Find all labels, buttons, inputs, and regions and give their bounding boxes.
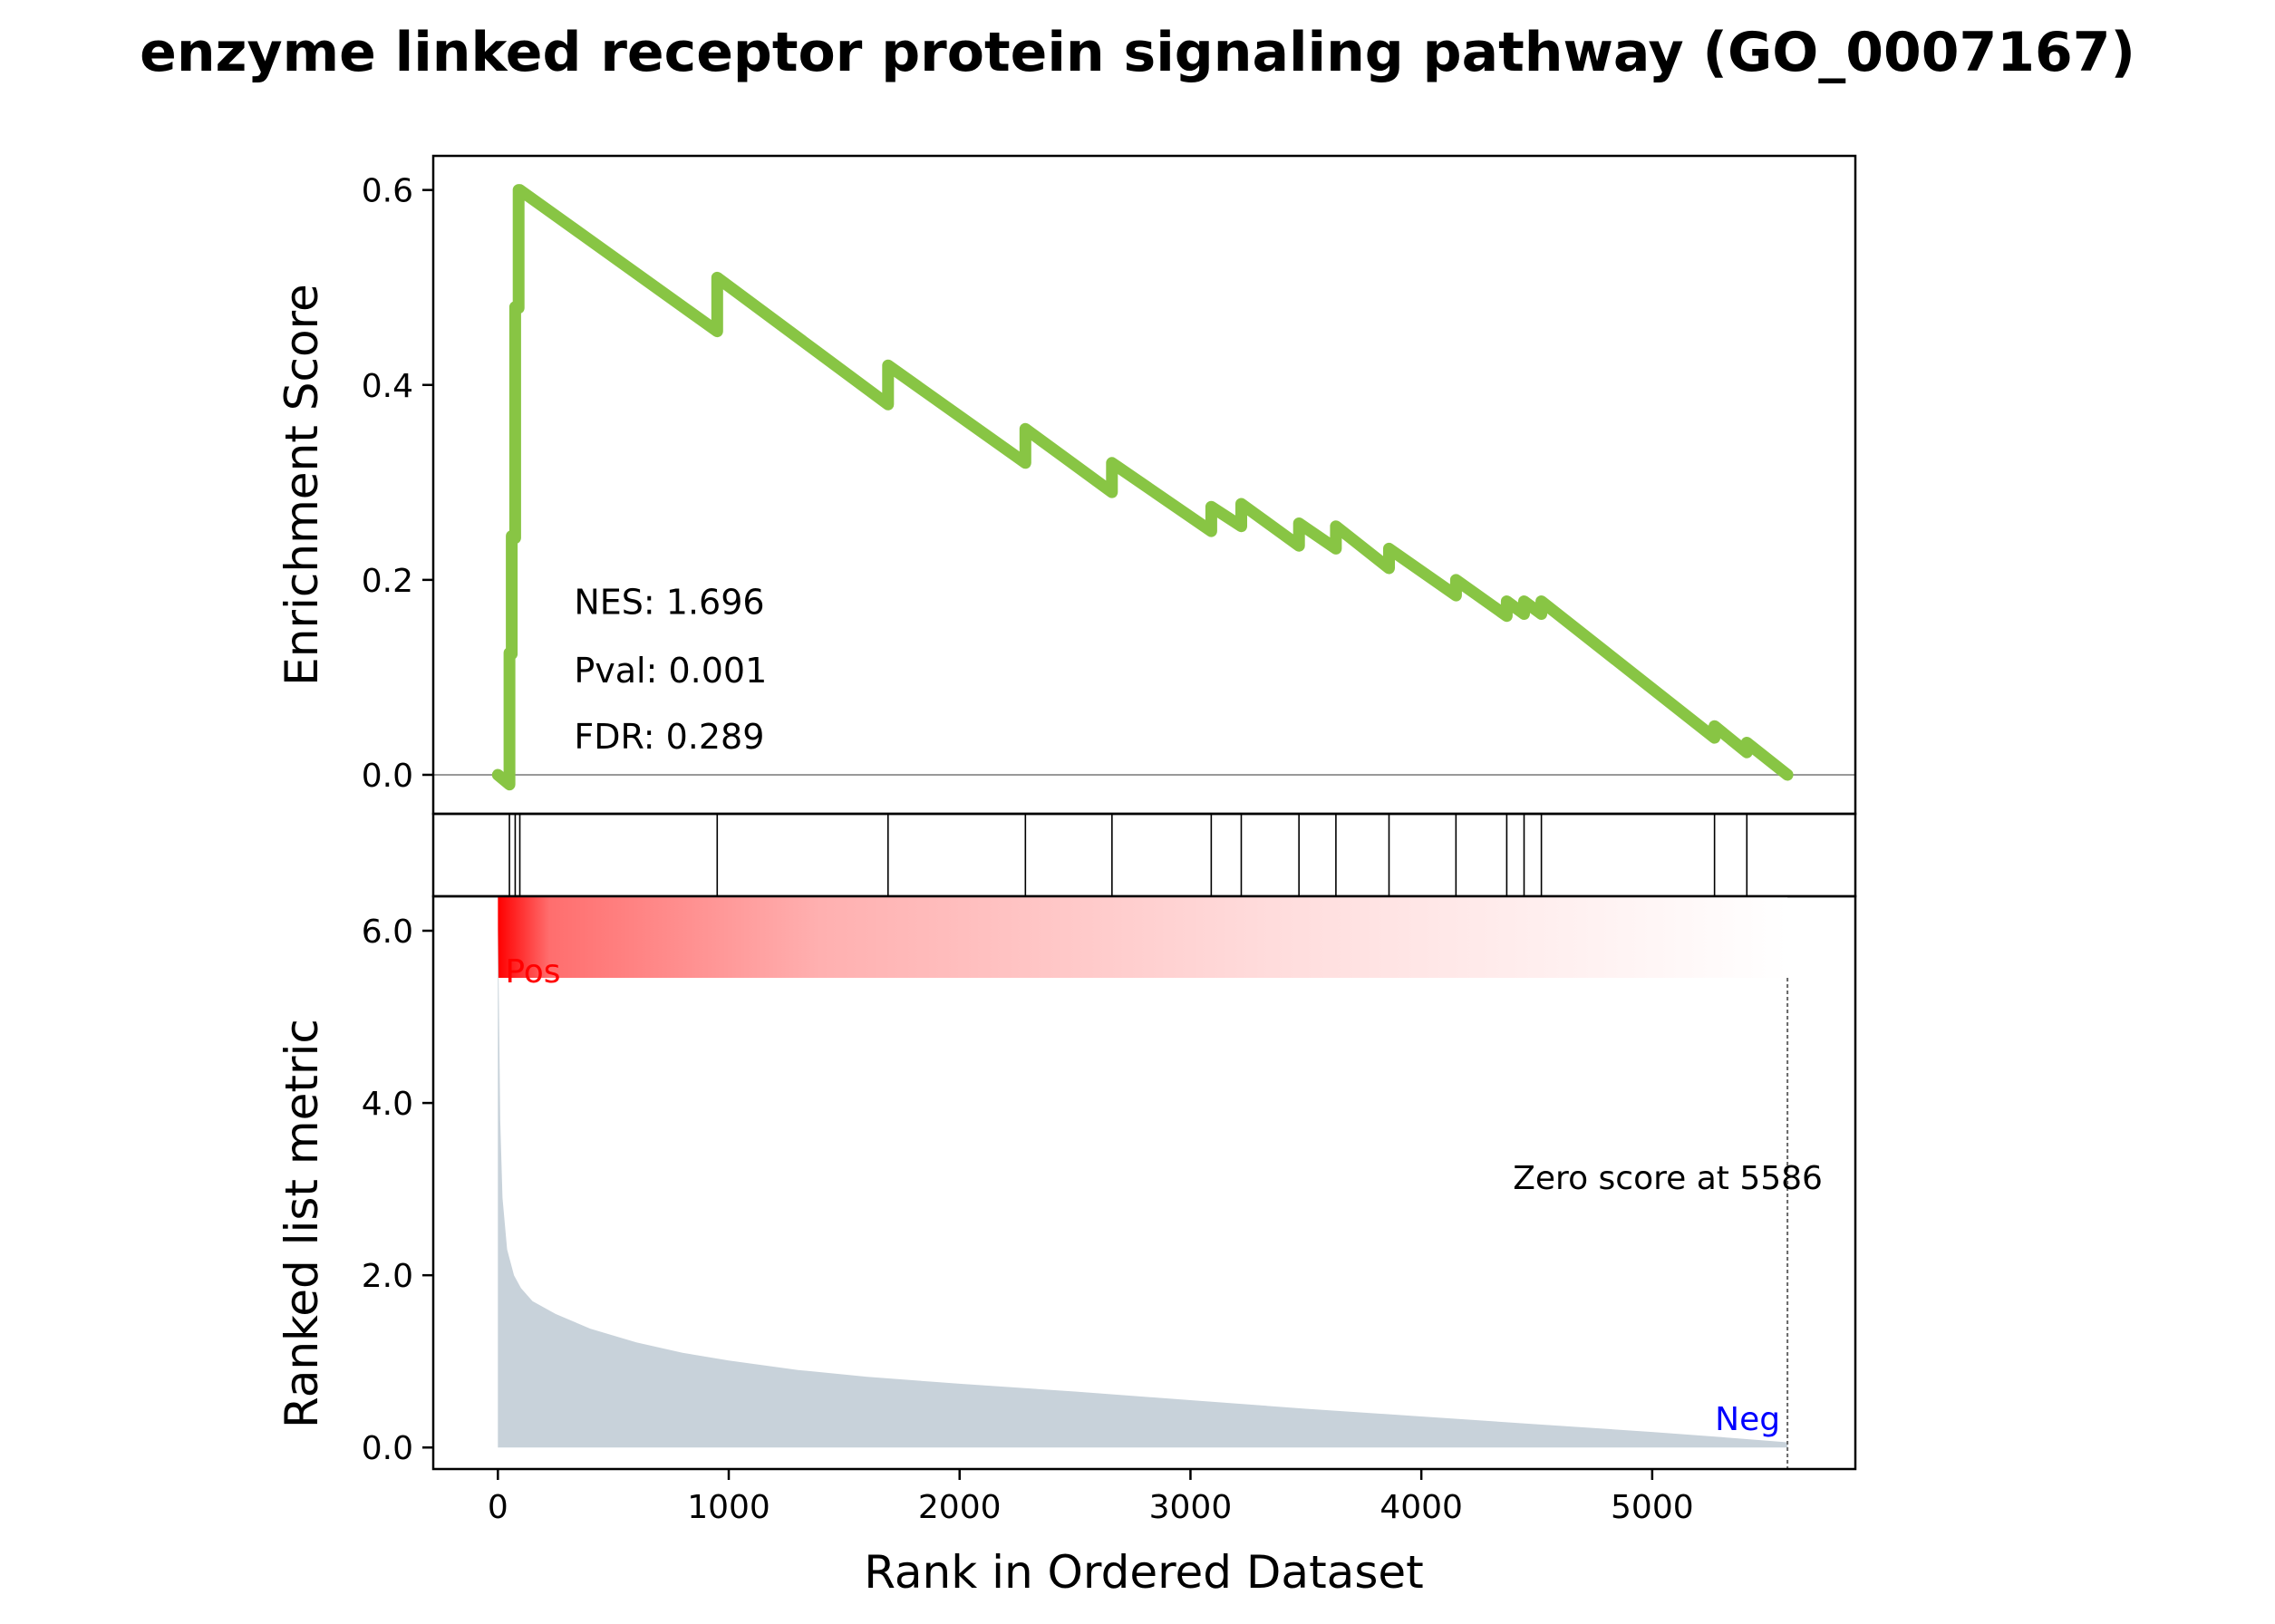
enrichment-y-label: Enrichment Score: [276, 284, 328, 686]
hits-panel: [431, 812, 1857, 898]
ranked-metric-panel: Pos Neg Zero score at 5586 0.02.04.06.0 …: [276, 894, 1857, 1471]
x-tick-label: 0: [488, 1489, 508, 1526]
ranking-heatmap-bar: [498, 897, 1788, 978]
x-tick-label: 3000: [1149, 1489, 1233, 1526]
neg-label: Neg: [1715, 1401, 1780, 1438]
zero-score-label: Zero score at 5586: [1513, 1160, 1823, 1197]
x-axis-label: Rank in Ordered Dataset: [864, 1546, 1423, 1599]
ranked-y-label: Ranked list metric: [276, 1019, 328, 1428]
ranked-y-tick-label: 4.0: [362, 1086, 413, 1123]
stat-annotation-0: NES: 1.696: [574, 583, 764, 623]
ranked-y-tick-label: 6.0: [362, 914, 413, 951]
enrichment-y-tick-label: 0.4: [362, 368, 413, 405]
hits-panel-frame: [431, 812, 1857, 898]
chart-title: enzyme linked receptor protein signaling…: [140, 21, 2135, 84]
x-tick-label: 2000: [918, 1489, 1002, 1526]
enrichment-score-line: [491, 184, 1794, 791]
x-tick-label: 1000: [687, 1489, 770, 1526]
enrichment-score-panel: NES: 1.696 Pval: 0.001 FDR: 0.289 0.0 0.2 0.…: [276, 154, 1857, 816]
enrichment-y-tick-label: 0.0: [362, 758, 413, 795]
ranked-panel-frame: [431, 894, 1857, 1471]
x-tick-label: 5000: [1611, 1489, 1694, 1526]
enrichment-y-tick-label: 0.6: [362, 173, 413, 210]
stat-annotation-1: Pval: 0.001: [574, 651, 767, 691]
enrichment-y-tick-label: 0.2: [362, 563, 413, 600]
ranked-y-tick-label: 0.0: [362, 1430, 413, 1467]
ranked-metric-area: [498, 914, 1788, 1448]
stat-annotation-2: FDR: 0.289: [574, 717, 764, 757]
ranked-y-tick-label: 2.0: [362, 1258, 413, 1295]
pos-label: Pos: [505, 953, 560, 991]
x-axis: 0 1000 2000 3000 4000 5000: [488, 1469, 1694, 1526]
x-tick-label: 4000: [1380, 1489, 1463, 1526]
